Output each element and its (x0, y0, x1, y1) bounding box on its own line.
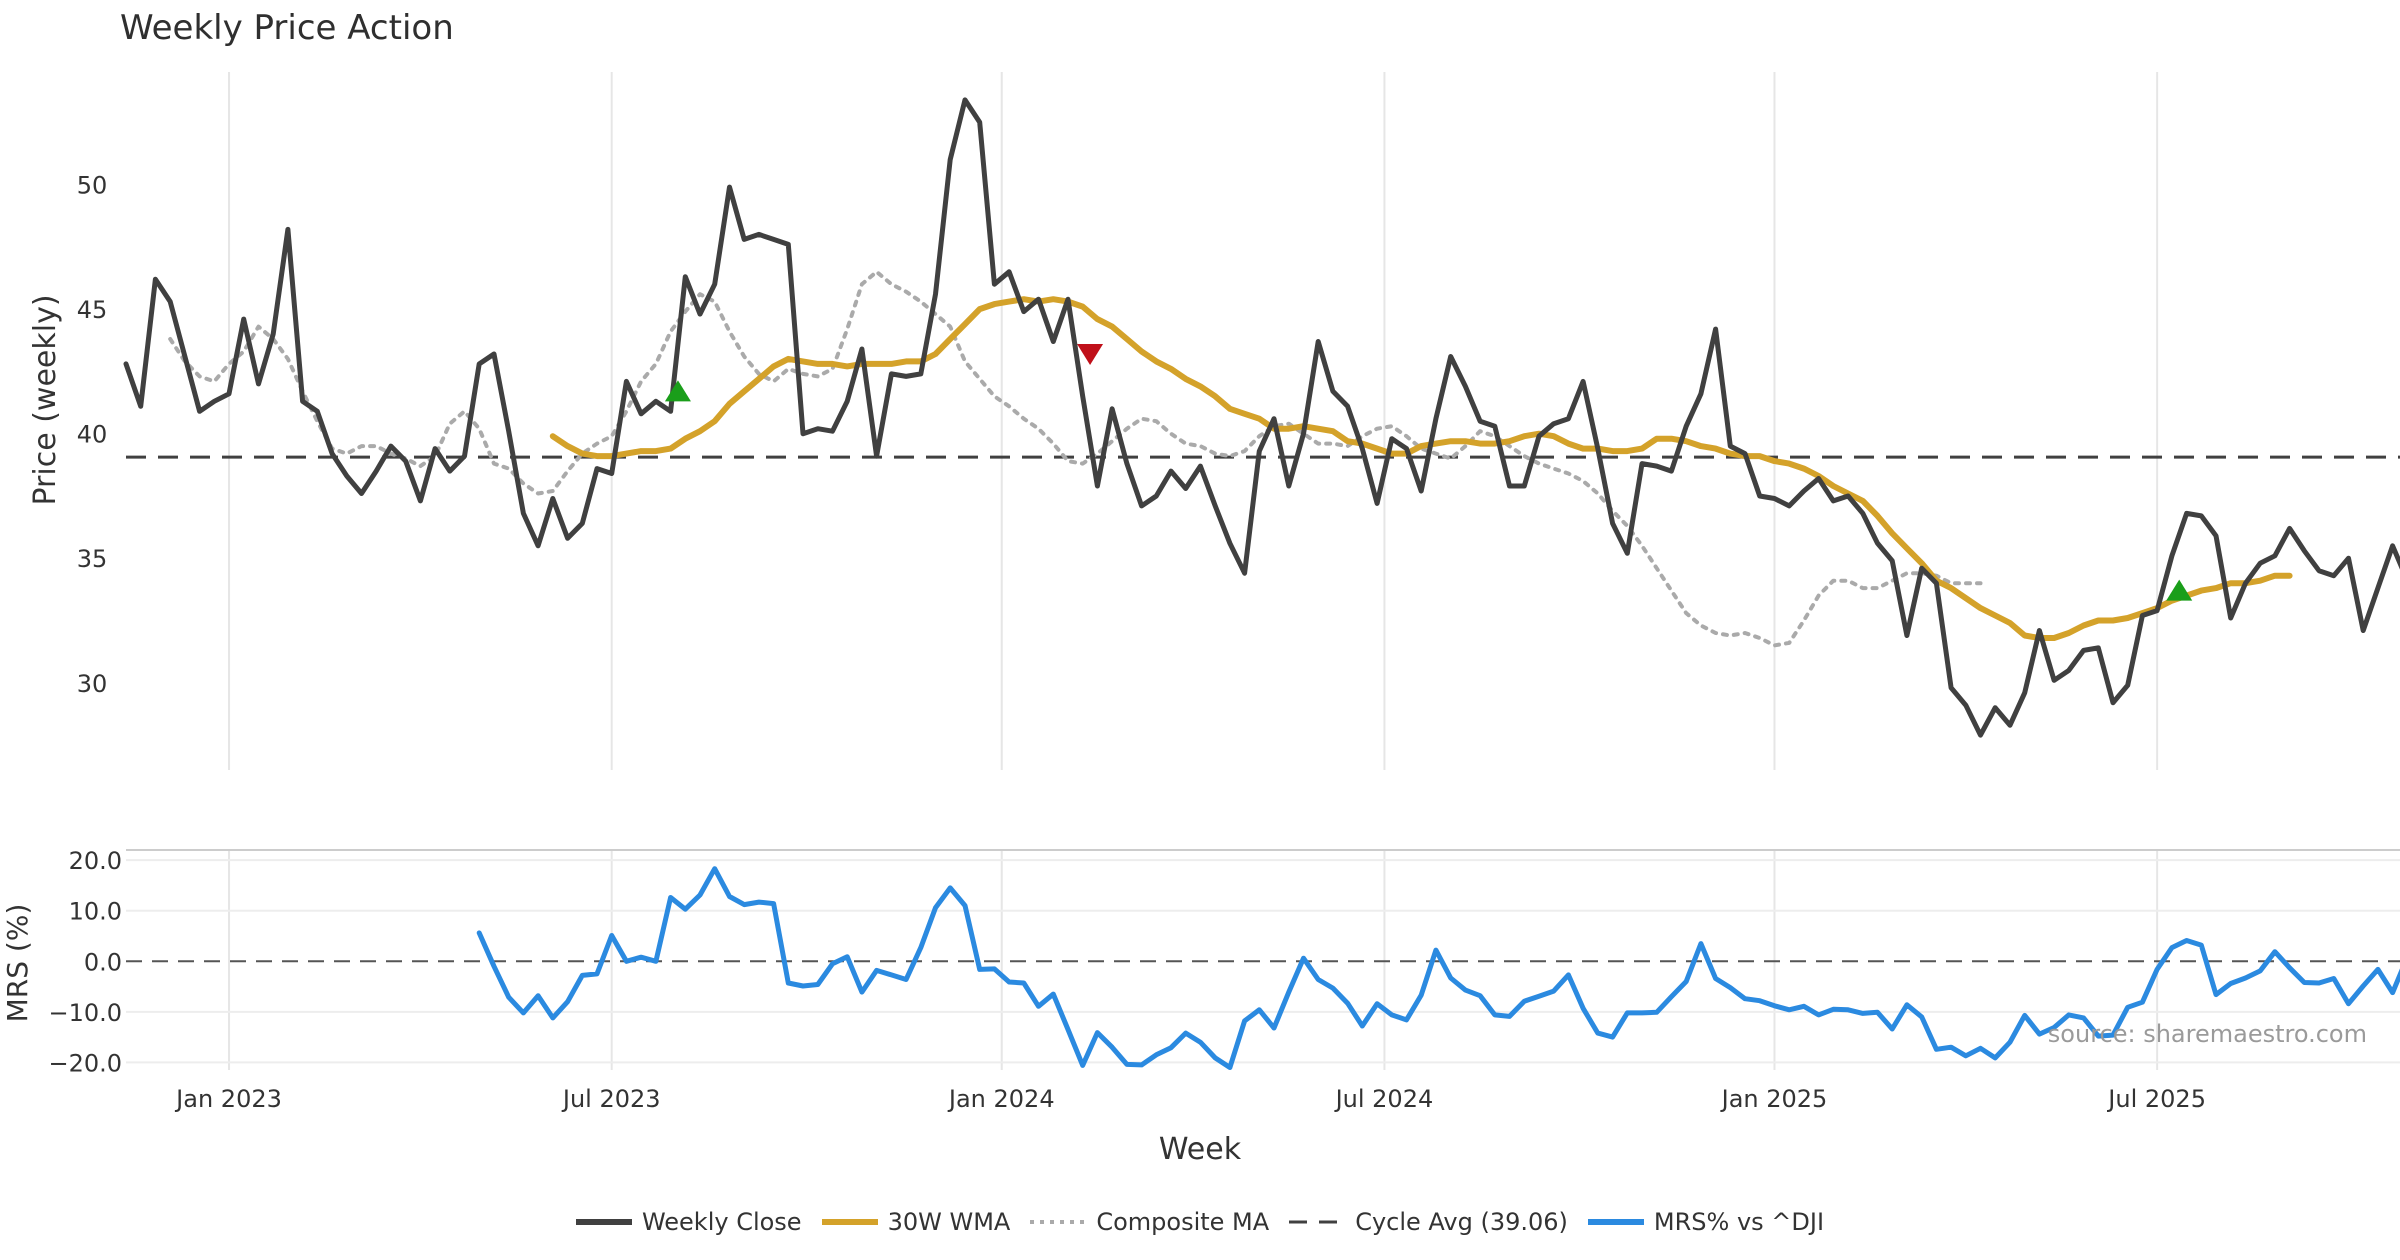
x-axis-label: Week (1158, 1132, 1242, 1167)
price-y-ticks: 30 35 40 45 50 (77, 172, 108, 698)
legend-swatch-composite-ma (1030, 1220, 1087, 1224)
price-y-tick-label: 40 (77, 421, 108, 449)
legend-swatch-wma (821, 1219, 878, 1225)
price-y-tick-label: 35 (77, 545, 108, 573)
buy-signal-marker (664, 380, 691, 402)
legend-swatch-cycle-avg (1289, 1220, 1346, 1224)
legend: Weekly Close 30W WMA Composite MA Cycle … (0, 1208, 2400, 1236)
legend-label: MRS% vs ^DJI (1653, 1208, 1825, 1236)
legend-swatch-mrs (1587, 1219, 1644, 1225)
x-ticks: Jan 2023 Jul 2023 Jan 2024 Jul 2024 Jan 2025… (174, 1085, 2206, 1113)
x-tick-label: Jan 2024 (947, 1085, 1055, 1113)
mrs-series (476, 866, 2400, 1070)
y-axis-label-price: Price (weekly) (28, 294, 63, 505)
price-y-tick-label: 30 (77, 670, 108, 698)
price-series (123, 97, 2400, 738)
sell-signal-marker (1077, 343, 1104, 365)
mrs-y-tick-label: 0.0 (84, 948, 122, 976)
mrs-y-tick-label: 10.0 (69, 898, 122, 926)
legend-label: Composite MA (1096, 1208, 1270, 1236)
price-y-tick-label: 45 (77, 296, 108, 324)
weekly-close-line (123, 97, 2400, 738)
mrs-y-ticks: 20.0 10.0 0.0 −10.0 −20.0 (48, 847, 122, 1077)
x-tick-label: Jan 2025 (1720, 1085, 1828, 1113)
composite-ma-line (168, 269, 1983, 648)
mrs-line (476, 866, 2400, 1070)
x-tick-label: Jul 2024 (1334, 1085, 1434, 1113)
mrs-y-tick-label: −20.0 (48, 1049, 122, 1077)
source-note: source: sharemaestro.com (2047, 1020, 2367, 1048)
x-tick-label: Jul 2025 (2106, 1085, 2206, 1113)
y-axis-label-mrs: MRS (%) (1, 904, 34, 1023)
legend-item-mrs: MRS% vs ^DJI (1587, 1208, 1825, 1236)
mrs-y-tick-label: −10.0 (48, 999, 122, 1027)
chart-title: Weekly Price Action (120, 8, 454, 48)
legend-label: Weekly Close (641, 1208, 802, 1236)
legend-item-cycle-avg: Cycle Avg (39.06) (1289, 1208, 1568, 1236)
wma-line (549, 296, 2293, 641)
mrs-y-tick-label: 20.0 (69, 847, 122, 875)
price-y-tick-label: 50 (77, 172, 108, 200)
legend-item-weekly-close: Weekly Close (575, 1208, 802, 1236)
buy-signal-marker (2166, 579, 2193, 601)
legend-item-composite-ma: Composite MA (1030, 1208, 1269, 1236)
signal-markers (664, 343, 2193, 601)
x-tick-label: Jan 2023 (174, 1085, 282, 1113)
x-gridlines (228, 72, 2159, 1070)
x-tick-label: Jul 2023 (561, 1085, 661, 1113)
legend-item-wma: 30W WMA (821, 1208, 1011, 1236)
legend-swatch-weekly-close (575, 1219, 632, 1225)
legend-label: Cycle Avg (39.06) (1355, 1208, 1568, 1236)
legend-label: 30W WMA (887, 1208, 1011, 1236)
